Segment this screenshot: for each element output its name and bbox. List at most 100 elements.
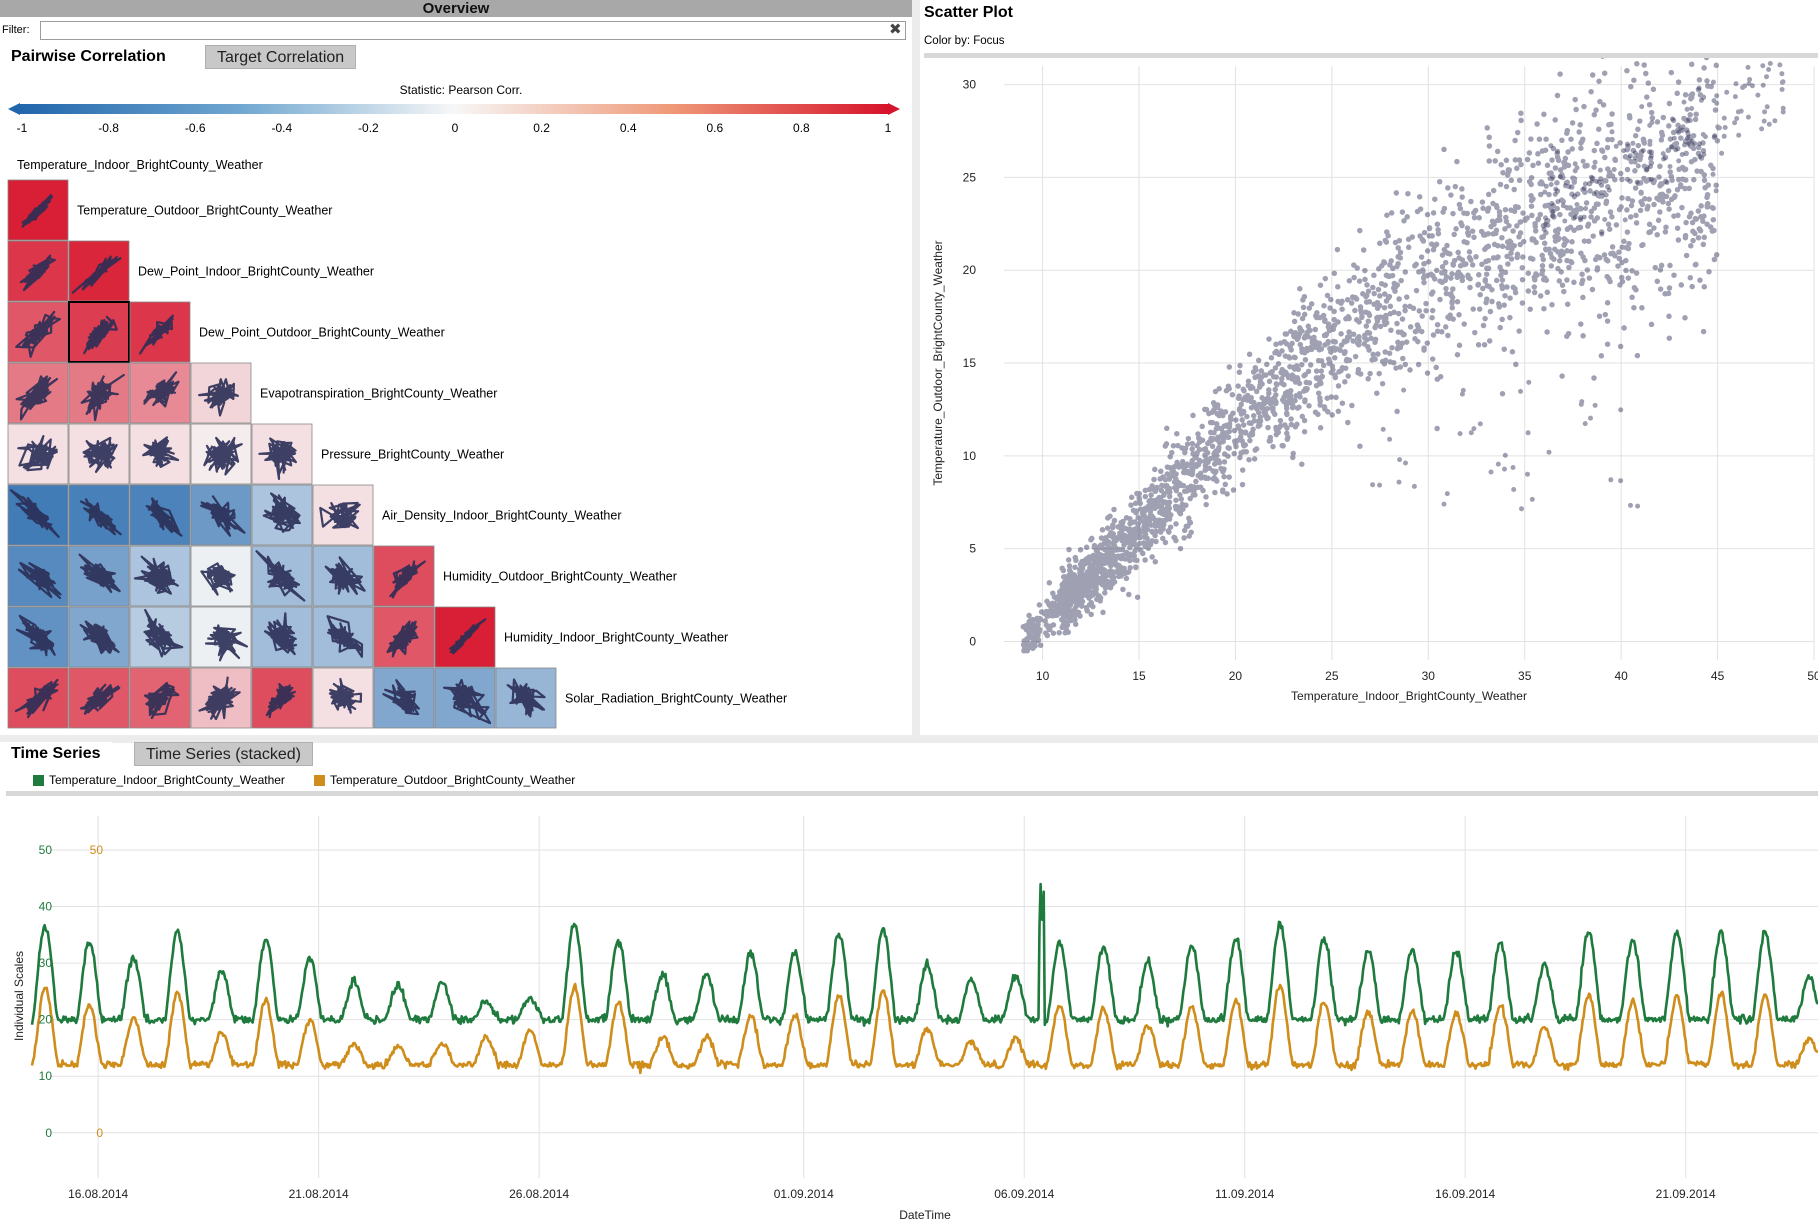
clear-filter-icon[interactable]: ✖ [889, 21, 902, 38]
matrix-cell-scatter [328, 677, 363, 714]
matrix-cell-scatter [142, 436, 180, 468]
matrix-cell-scatter [80, 373, 125, 422]
matrix-cell-scatter [264, 612, 298, 656]
vertical-splitter[interactable] [912, 0, 920, 735]
matrix-cell[interactable] [129, 362, 191, 424]
ts-y-tick-indoor: 30 [39, 956, 53, 970]
colorbar [20, 104, 888, 114]
matrix-cell[interactable] [373, 606, 435, 668]
scatter-y-axis-label: Temperature_Outdoor_BrightCounty_Weather [931, 240, 945, 485]
matrix-cell-scatter [200, 494, 246, 537]
matrix-cell-scatter [133, 555, 179, 595]
ts-x-tick-label: 21.08.2014 [289, 1187, 349, 1201]
matrix-variable-label: Dew_Point_Indoor_BrightCounty_Weather [138, 265, 374, 279]
matrix-cell-scatter [145, 497, 183, 537]
matrix-cell-scatter [386, 620, 419, 658]
time-series-chart[interactable]: 16.08.2014 21.08.2014 26.08.2014 01.09.2014… [0, 796, 1818, 1220]
colorbar-tick-label: -0.8 [98, 121, 119, 135]
matrix-variable-label: Pressure_BrightCounty_Weather [321, 448, 504, 462]
matrix-cell-scatter [204, 624, 248, 662]
scatter-x-tick-label: 10 [1036, 669, 1050, 683]
tab-pairwise-correlation[interactable]: Pairwise Correlation [0, 45, 177, 69]
scatter-y-tick-label: 10 [963, 449, 977, 463]
ts-y-tick-outdoor: 0 [96, 1126, 103, 1140]
legend-item-outdoor[interactable]: Temperature_Outdoor_BrightCounty_Weather [330, 773, 576, 787]
matrix-variable-label: Solar_Radiation_BrightCounty_Weather [565, 692, 787, 706]
matrix-cell-scatter [258, 437, 297, 480]
scatter-y-tick-label: 0 [969, 634, 976, 648]
scatter-plot-title: Scatter Plot [924, 4, 1013, 21]
scatter-x-tick-label: 30 [1422, 669, 1436, 683]
colorbar-tick-label: -0.4 [271, 121, 292, 135]
scatter-x-tick-label: 20 [1229, 669, 1243, 683]
ts-x-tick-label: 26.08.2014 [509, 1187, 569, 1201]
scatter-x-tick-label: 15 [1132, 669, 1146, 683]
ts-series-outdoor [30, 982, 1818, 1075]
matrix-cell-scatter [265, 683, 296, 719]
matrix-cell-scatter [324, 556, 366, 595]
colorbar-tick-label: 0 [452, 121, 459, 135]
matrix-cell-scatter [326, 615, 364, 658]
matrix-cell-scatter [15, 375, 59, 421]
matrix-cell-scatter [80, 498, 122, 536]
matrix-cell-scatter [19, 254, 56, 292]
matrix-cell[interactable] [373, 667, 435, 729]
colorbar-left-arrow-icon [8, 103, 20, 115]
matrix-cell-scatter [200, 562, 236, 596]
correlation-matrix-area: Statistic: Pearson Corr. -1 -0.8 -0.6 -0.4 -… [7, 83, 900, 729]
scatter-toolbar-divider [924, 53, 1818, 58]
colorbar-tick-label: 0.6 [706, 121, 723, 135]
colorbar-title: Statistic: Pearson Corr. [400, 83, 523, 97]
matrix-cell-scatter [139, 314, 174, 355]
ts-y-tick-indoor: 50 [39, 843, 53, 857]
ts-y-tick-indoor: 10 [39, 1069, 53, 1083]
scatter-y-tick-label: 15 [963, 356, 977, 370]
legend-swatch-outdoor [314, 775, 325, 786]
colorbar-tick-label: 1 [885, 121, 892, 135]
colorbar-tick-label: 0.4 [620, 121, 637, 135]
matrix-variable-label: Humidity_Indoor_BrightCounty_Weather [504, 631, 728, 645]
ts-y-tick-indoor: 20 [39, 1013, 53, 1027]
ts-x-tick-label: 21.09.2014 [1656, 1187, 1716, 1201]
tab-target-correlation[interactable]: Target Correlation [205, 45, 357, 69]
matrix-cell-scatter [442, 678, 492, 725]
matrix-cell-scatter [143, 608, 184, 658]
horizontal-splitter[interactable] [0, 735, 1818, 743]
matrix-cell[interactable] [373, 545, 435, 607]
ts-x-tick-label: 16.08.2014 [68, 1187, 128, 1201]
matrix-variable-label: Air_Density_Indoor_BrightCounty_Weather [382, 509, 621, 523]
filter-label: Filter: [2, 24, 30, 36]
ts-x-tick-label: 06.09.2014 [994, 1187, 1054, 1201]
matrix-cell-scatter [262, 492, 301, 533]
ts-x-tick-label: 11.09.2014 [1215, 1187, 1274, 1201]
matrix-cell-scatter [79, 683, 121, 715]
colorbar-tick-label: 0.2 [533, 121, 550, 135]
tab-time-series[interactable]: Time Series [0, 742, 112, 766]
matrix-cell-scatter [9, 489, 60, 538]
timeseries-toolbar-divider [6, 791, 1818, 796]
matrix-cell-scatter [449, 618, 487, 655]
colorbar-tick-label: -0.6 [185, 121, 206, 135]
matrix-cell-scatter [14, 678, 59, 719]
ts-y-tick-indoor: 40 [39, 900, 53, 914]
scatter-y-tick-label: 30 [963, 78, 977, 92]
ts-x-tick-label: 01.09.2014 [774, 1187, 834, 1201]
matrix-cell-scatter [319, 501, 361, 530]
tab-time-series-stacked[interactable]: Time Series (stacked) [134, 742, 313, 766]
scatter-x-tick-label: 50 [1807, 669, 1818, 683]
matrix-variable-label: Temperature_Outdoor_BrightCounty_Weather [77, 204, 332, 218]
scatter-plot[interactable]: 10 15 20 25 30 35 40 45 50 0 5 10 15 20 25 30 Temperatur… [920, 58, 1818, 735]
scatter-x-tick-label: 25 [1325, 669, 1339, 683]
matrix-cell-scatter [82, 436, 118, 473]
filter-input[interactable] [40, 21, 906, 40]
ts-y-axis-label: Individual Scales [12, 951, 26, 1041]
scatter-color-by[interactable]: Color by: Focus [924, 35, 1005, 47]
scatter-x-tick-label: 40 [1614, 669, 1628, 683]
matrix-cell-scatter [71, 255, 122, 294]
ts-y-tick-outdoor: 50 [90, 843, 104, 857]
scatter-x-axis-label: Temperature_Indoor_BrightCounty_Weather [1291, 689, 1527, 703]
ts-series-indoor [30, 882, 1818, 1028]
legend-item-indoor[interactable]: Temperature_Indoor_BrightCounty_Weather [49, 773, 285, 787]
matrix-cell-scatter [79, 620, 120, 655]
matrix-variable-label: Humidity_Outdoor_BrightCounty_Weather [443, 570, 677, 584]
